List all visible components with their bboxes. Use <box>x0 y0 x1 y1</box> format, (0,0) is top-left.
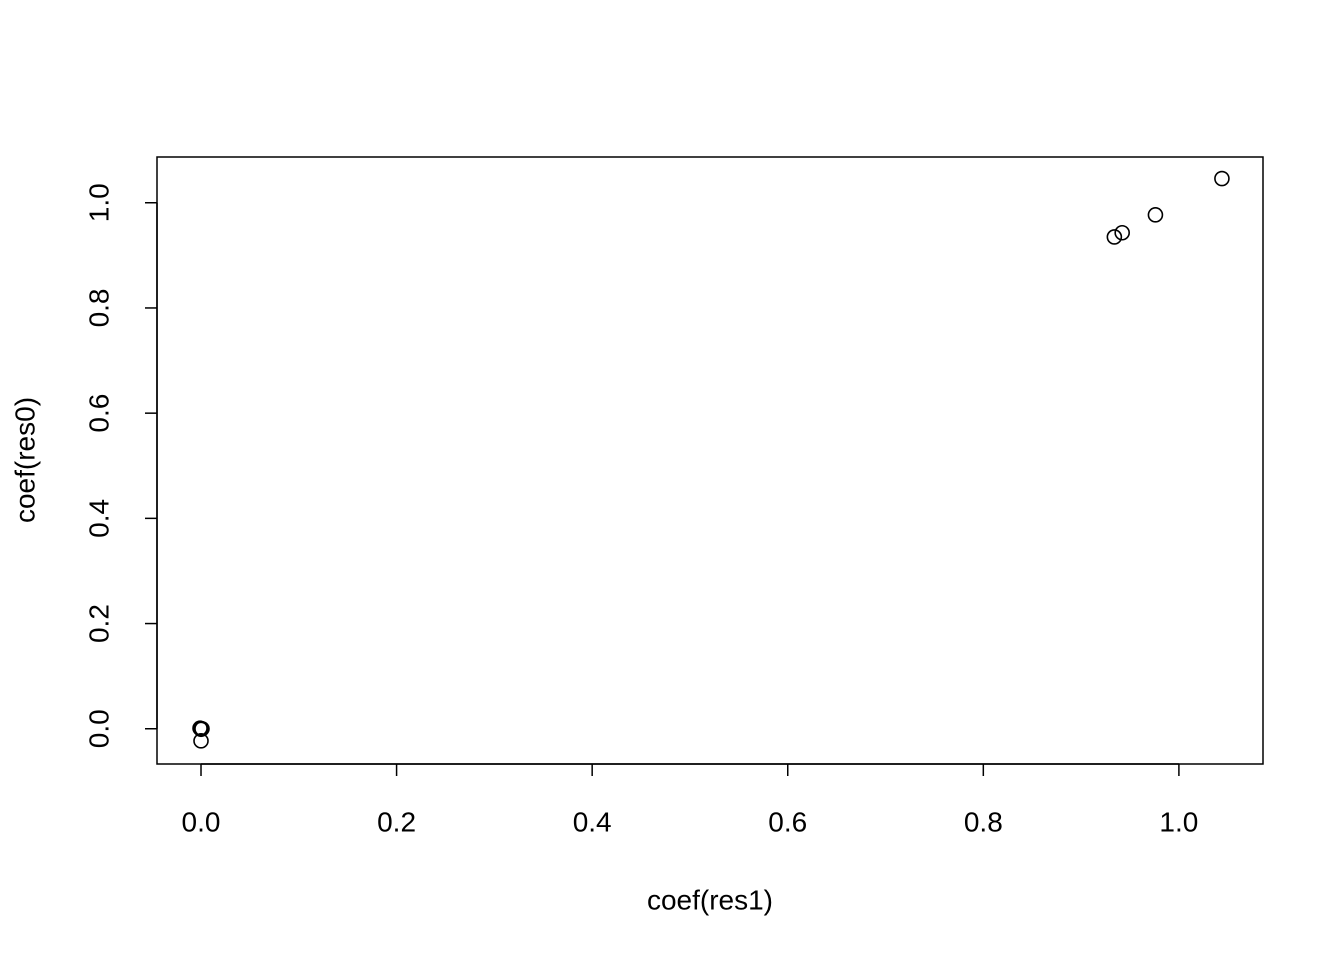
y-tick-label: 0.0 <box>83 709 114 748</box>
x-axis-label: coef(res1) <box>647 884 773 915</box>
point <box>193 733 209 749</box>
point <box>1114 224 1130 241</box>
point <box>1147 207 1164 223</box>
point <box>1214 170 1230 187</box>
x-tick-label: 0.4 <box>573 806 612 837</box>
y-tick-label: 0.8 <box>83 288 114 327</box>
x-tick-label: 0.8 <box>964 806 1003 837</box>
x-tick-label: 0.0 <box>182 806 221 837</box>
y-axis-label: coef(res0) <box>9 397 40 523</box>
x-tick-label: 0.2 <box>377 806 416 837</box>
y-tick-label: 0.4 <box>83 499 114 538</box>
y-tick-label: 0.6 <box>83 394 114 433</box>
point <box>193 721 209 738</box>
y-tick-label: 0.2 <box>83 604 114 643</box>
point <box>1106 229 1123 245</box>
plot-frame <box>156 156 1264 765</box>
x-tick-label: 0.6 <box>768 806 807 837</box>
y-tick-label: 1.0 <box>83 183 114 222</box>
x-tick-label: 1.0 <box>1159 806 1198 837</box>
